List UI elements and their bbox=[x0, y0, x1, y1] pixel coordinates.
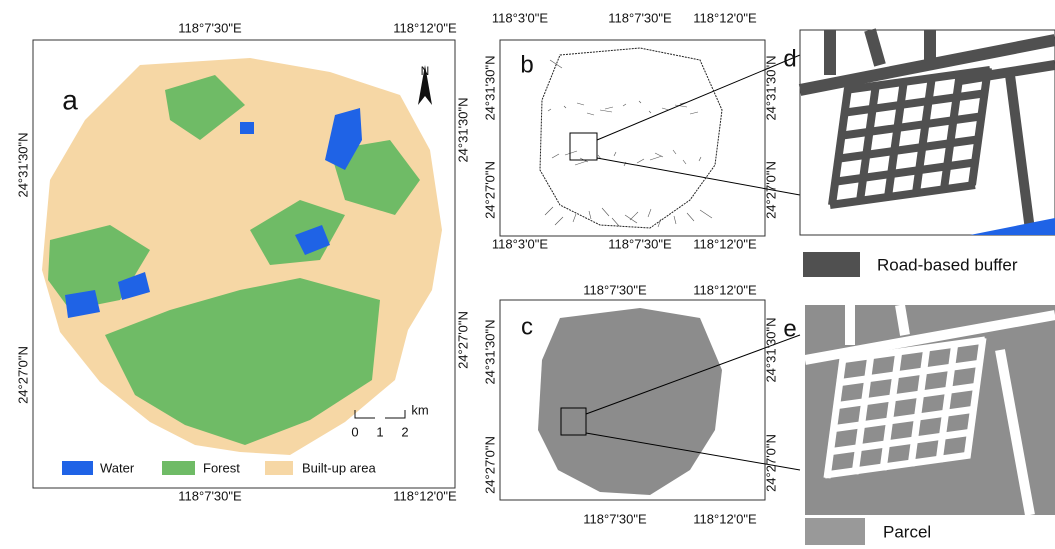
label: b bbox=[520, 51, 533, 78]
inset-e bbox=[805, 305, 1055, 515]
label: 118°7'30"E bbox=[608, 10, 672, 25]
label: 1 bbox=[376, 424, 383, 439]
label: 2 bbox=[401, 424, 408, 439]
label: 24°31'30"N bbox=[482, 55, 497, 120]
label: km bbox=[411, 402, 428, 417]
label: 24°27'0"N bbox=[763, 434, 778, 492]
label: a bbox=[62, 84, 78, 115]
label: 24°31'30"N bbox=[763, 55, 778, 120]
label: N bbox=[421, 64, 430, 78]
label: Parcel bbox=[883, 522, 931, 541]
label: 118°3'0"E bbox=[492, 10, 548, 25]
legend-swatch bbox=[62, 461, 93, 475]
water bbox=[240, 122, 254, 134]
label: 118°7'30"E bbox=[178, 488, 242, 503]
label: 118°12'0"E bbox=[393, 20, 457, 35]
figure: 118°7'30"E 118°7'30"E 118°12'0"E 118°12'0"E… bbox=[0, 0, 1055, 549]
label: Built-up area bbox=[302, 460, 376, 475]
label: 24°27'0"N bbox=[455, 311, 470, 369]
label: 24°31'30"N bbox=[482, 319, 497, 384]
label: 24°27'0"N bbox=[763, 161, 778, 219]
label: 0 bbox=[351, 424, 358, 439]
label: 24°27'0"N bbox=[15, 346, 30, 404]
label: 118°7'30"E bbox=[178, 20, 242, 35]
legend-swatch bbox=[805, 518, 865, 545]
label: 118°7'30"E bbox=[583, 511, 647, 526]
label: 24°31'30"N bbox=[15, 132, 30, 197]
label: d bbox=[783, 45, 796, 72]
label: 118°12'0"E bbox=[693, 236, 757, 251]
label: 24°27'0"N bbox=[482, 436, 497, 494]
label: Road-based buffer bbox=[877, 255, 1018, 274]
legend-swatch bbox=[803, 252, 860, 277]
label: 24°31'30"N bbox=[455, 97, 470, 162]
label: Water bbox=[100, 460, 135, 475]
label: 118°3'0"E bbox=[492, 236, 548, 251]
label: 118°7'30"E bbox=[608, 236, 672, 251]
label: 24°27'0"N bbox=[482, 161, 497, 219]
label: 118°12'0"E bbox=[693, 511, 757, 526]
label: 118°12'0"E bbox=[693, 282, 757, 297]
legend-swatch bbox=[162, 461, 195, 475]
label: 118°12'0"E bbox=[393, 488, 457, 503]
label: 24°31'30"N bbox=[763, 317, 778, 382]
legend-swatch bbox=[265, 461, 293, 475]
label: 118°7'30"E bbox=[583, 282, 647, 297]
label: Forest bbox=[203, 460, 240, 475]
label: c bbox=[521, 313, 533, 340]
inset-d bbox=[800, 30, 1055, 235]
label: 118°12'0"E bbox=[693, 10, 757, 25]
label: e bbox=[783, 315, 796, 342]
